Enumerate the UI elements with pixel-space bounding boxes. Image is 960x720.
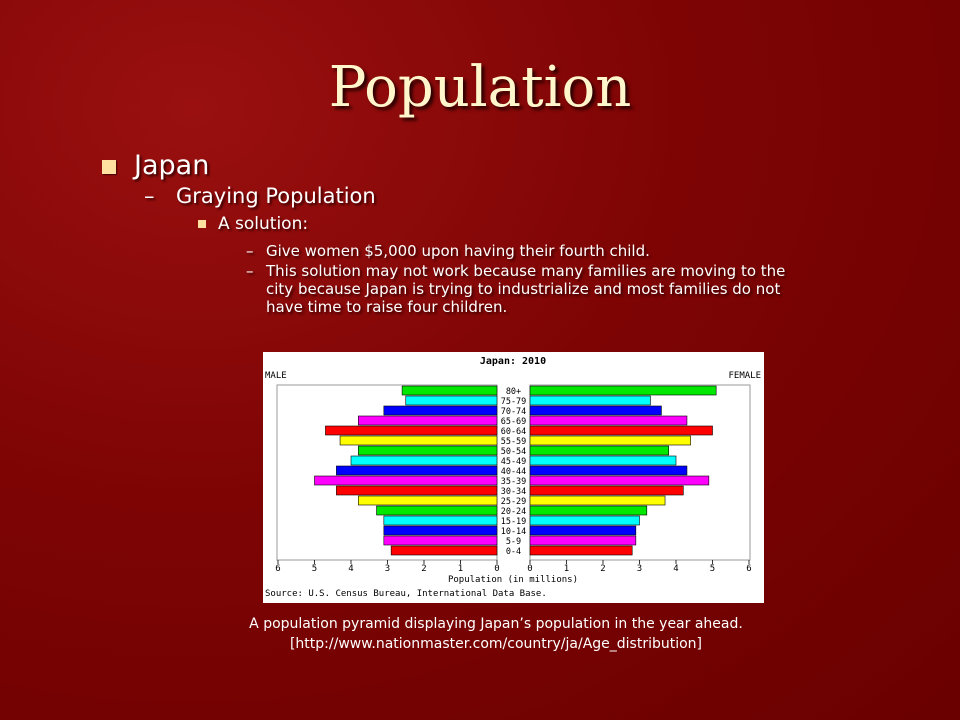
male-bar-75-79 [405,395,498,406]
bullet-solution-text: A solution: [218,214,309,234]
male-bar-80+ [401,385,498,396]
male-bar-70-74 [383,405,498,416]
age-label-65-69: 65-69 [501,417,527,427]
male-bar-5-9 [383,535,498,546]
slide-title: Population [328,55,632,120]
male-tick-label: 5 [312,564,317,574]
female-bar-60-64 [529,425,713,436]
female-tick-label: 4 [673,564,678,574]
male-bar-35-39 [314,475,498,486]
bullet-graying-text: Graying Population [176,184,376,208]
female-bar-30-34 [529,485,684,496]
female-bar-20-24 [529,505,648,516]
pyramid-svg: Japan: 2010 MALE FEMALE 80+75-7970-7465-… [265,356,761,599]
age-label-30-34: 30-34 [501,487,527,497]
male-bar-20-24 [376,505,498,516]
male-bar-60-64 [325,425,498,436]
female-bar-80+ [529,385,717,396]
bullet-incentive: – Give women $5,000 upon having their fo… [100,242,820,260]
female-bar-75-79 [529,395,651,406]
male-tick-label: 1 [458,564,463,574]
male-bar-65-69 [358,415,498,426]
female-bar-45-49 [529,455,677,466]
male-tick-label: 6 [275,564,280,574]
bullet-graying: – Graying Population [100,184,820,214]
age-label-0-4: 0-4 [506,547,521,557]
age-label-50-54: 50-54 [501,447,527,457]
bullet-incentive-text: Give women $5,000 upon having their four… [266,242,650,260]
age-label-15-19: 15-19 [501,517,527,527]
age-label-10-14: 10-14 [501,527,527,537]
female-bar-55-59 [529,435,691,446]
age-label-80+: 80+ [506,387,521,397]
source-note: Source: U.S. Census Bureau, Internationa… [265,589,547,599]
male-bar-40-44 [336,465,498,476]
female-bar-25-29 [529,495,666,506]
age-label-45-49: 45-49 [501,457,527,467]
age-label-75-79: 75-79 [501,397,527,407]
male-tick-label: 3 [385,564,390,574]
male-bar-0-4 [390,545,498,556]
female-bar-70-74 [529,405,662,416]
female-bar-40-44 [529,465,688,476]
female-bar-15-19 [529,515,640,526]
male-tick-label: 2 [421,564,426,574]
chart-title: Japan: 2010 [480,356,546,367]
male-bar-15-19 [383,515,498,526]
female-tick-label: 5 [710,564,715,574]
female-bar-0-4 [529,545,633,556]
caption-line-2: [http://www.nationmaster.com/country/ja/… [289,636,703,652]
male-bar-50-54 [358,445,498,456]
male-bar-55-59 [339,435,498,446]
age-label-5-9: 5-9 [506,537,521,547]
female-bar-50-54 [529,445,669,456]
male-bar-30-34 [336,485,498,496]
axis-group: 6 6 5 5 4 4 3 3 2 2 1 1 0 0 [275,560,752,574]
female-tick-label: 1 [564,564,569,574]
female-tick-label: 0 [527,564,532,574]
bullet-japan: Japan [100,150,820,186]
female-bar-65-69 [529,415,688,426]
male-bar-45-49 [350,455,498,466]
male-bar-10-14 [383,525,498,536]
caption-line-1: A population pyramid displaying Japan’s … [249,616,743,632]
age-label-70-74: 70-74 [501,407,527,417]
female-label: FEMALE [728,371,761,381]
male-tick-label: 0 [494,564,499,574]
age-label-60-64: 60-64 [501,427,527,437]
dash-bullet: – [246,242,254,260]
age-label-25-29: 25-29 [501,497,527,507]
female-tick-label: 6 [746,564,751,574]
age-label-55-59: 55-59 [501,437,527,447]
square-bullet-icon [102,160,116,174]
female-tick-label: 3 [637,564,642,574]
dash-bullet: – [246,262,254,280]
female-bar-35-39 [529,475,710,486]
male-tick-label: 4 [348,564,353,574]
bullet-caveat-text: This solution may not work because many … [266,262,786,316]
square-bullet-icon [198,220,206,228]
male-bar-25-29 [358,495,498,506]
figure-caption: A population pyramid displaying Japan’s … [0,614,960,654]
population-pyramid-chart: Japan: 2010 MALE FEMALE 80+ 75-79 70-74 65-… [263,352,764,603]
bullet-caveat: – This solution may not work because man… [100,262,820,316]
female-tick-label: 2 [600,564,605,574]
x-axis-label: Population (in millions) [448,575,578,585]
male-label: MALE [265,371,287,381]
dash-bullet: – [144,184,155,208]
bullet-japan-text: Japan [134,150,210,181]
age-label-20-24: 20-24 [501,507,527,517]
female-bar-5-9 [529,535,637,546]
age-label-40-44: 40-44 [501,467,527,477]
bars-group: 80+75-7970-7465-6960-6455-5950-5445-4940… [314,385,717,557]
bullet-solution: A solution: [100,214,820,242]
female-bar-10-14 [529,525,637,536]
bullet-list: Japan – Graying Population A solution: –… [100,150,820,318]
age-label-35-39: 35-39 [501,477,527,487]
